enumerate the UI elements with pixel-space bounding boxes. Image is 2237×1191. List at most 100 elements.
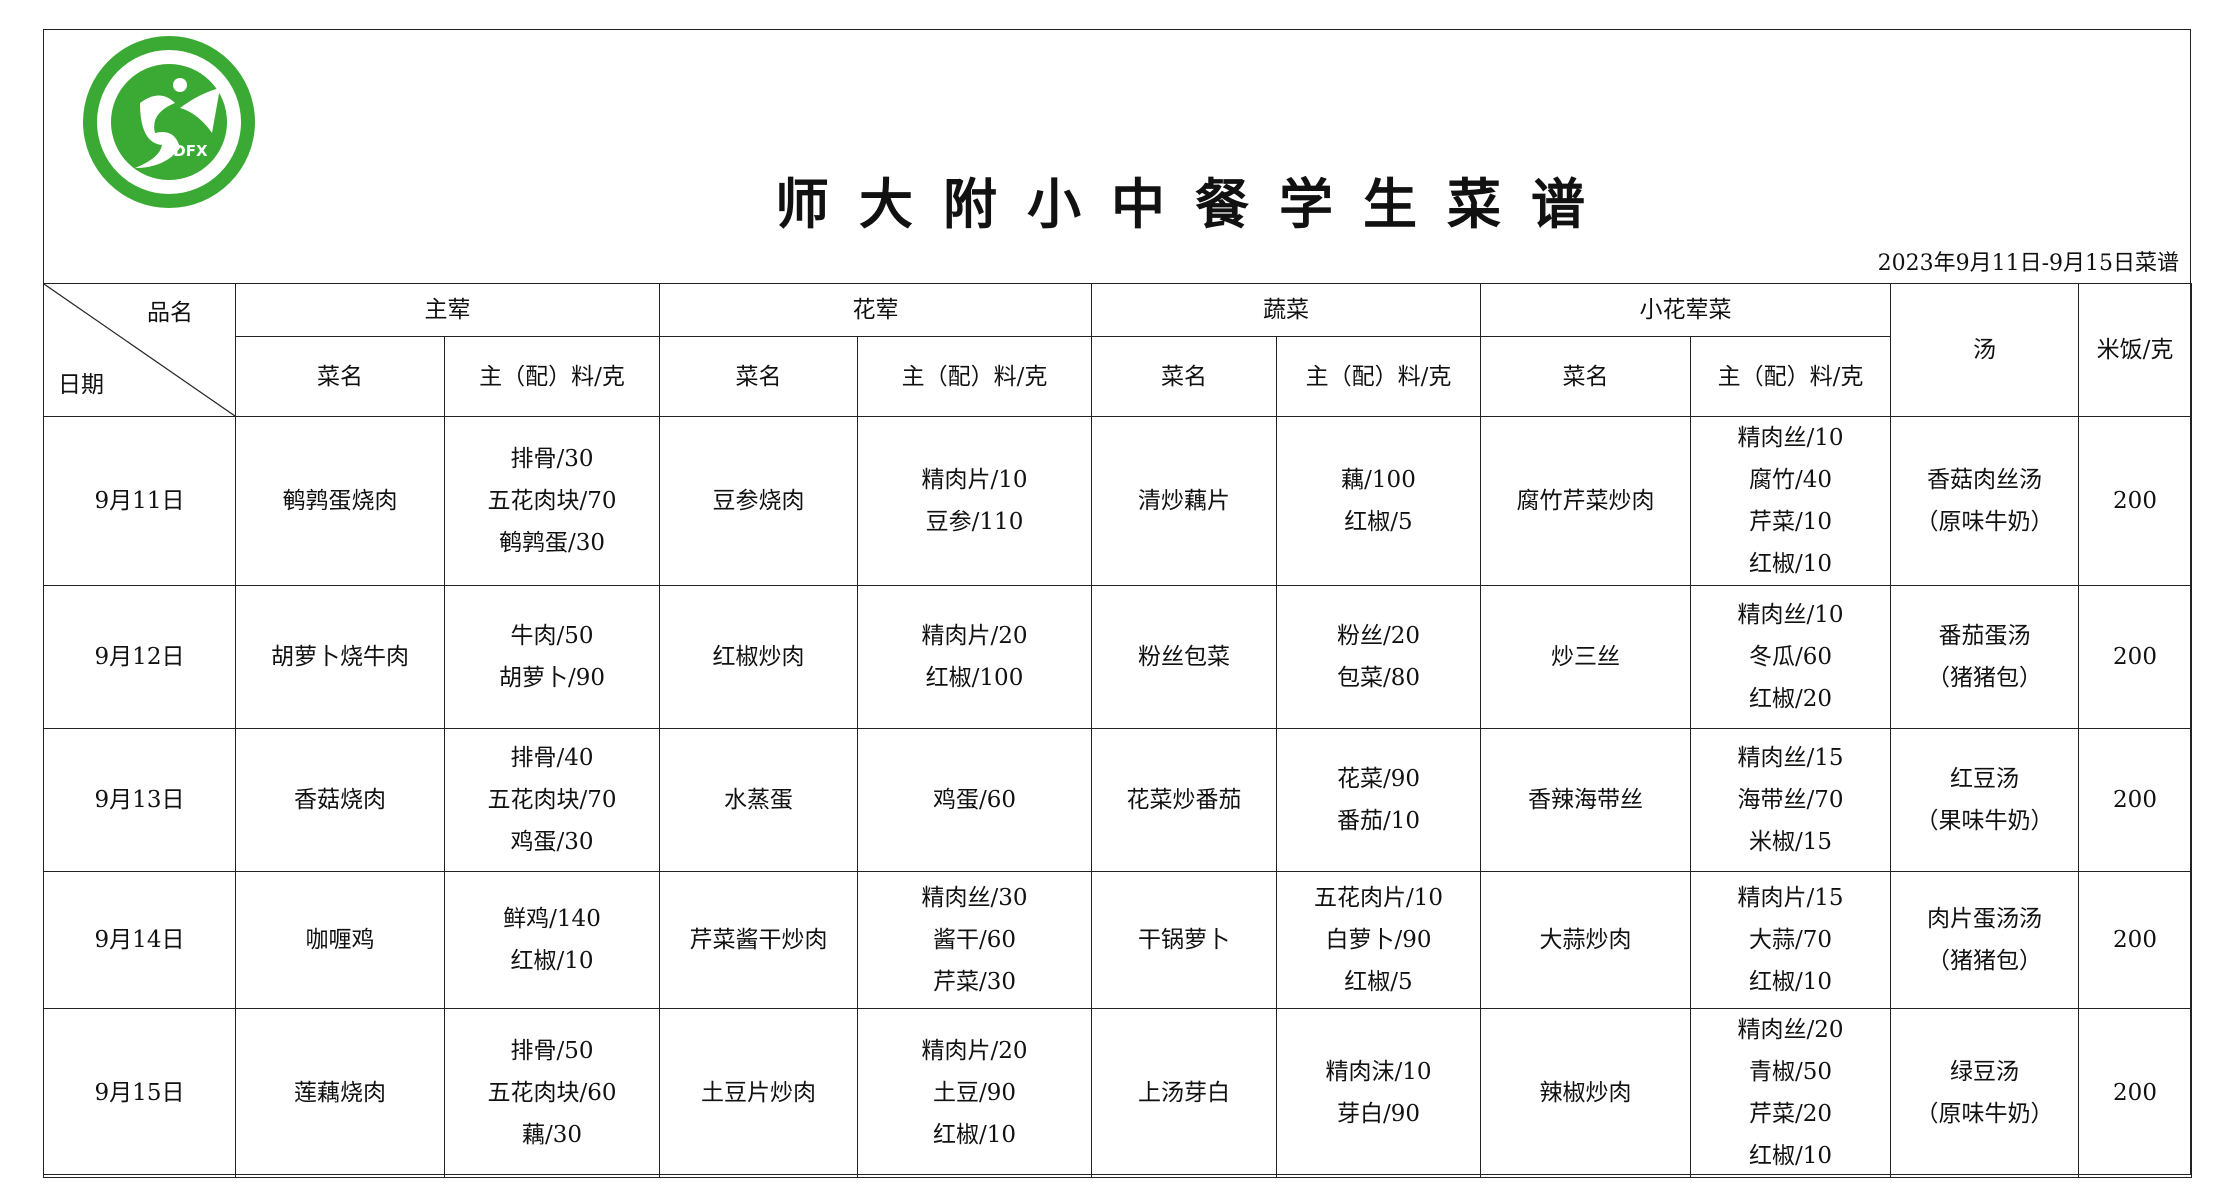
school-logo-icon: SDFX (83, 36, 255, 208)
ingredient-line: 排骨/30 (510, 446, 594, 472)
diagonal-divider (44, 284, 235, 416)
ingredients-cell: 粉丝/20 包菜/80 (1276, 585, 1481, 729)
rice-cell: 200 (2078, 728, 2192, 872)
ingredient-line: 五花肉块/70 (487, 488, 617, 514)
ingredients-cell: 精肉丝/10 冬瓜/60 红椒/20 (1690, 585, 1891, 729)
ingredients-cell: 精肉丝/10 腐竹/40 芹菜/10 红椒/10 (1690, 416, 1891, 586)
ingredient-line: 红椒/10 (932, 1122, 1016, 1148)
corner-date-label: 日期 (58, 372, 104, 398)
date-cell: 9月13日 (43, 728, 236, 872)
menu-date-range: 2023年9月11日-9月15日菜谱 (1877, 251, 2179, 276)
ingredient-line: 海带丝/70 (1737, 787, 1844, 813)
ingredient-line: 红椒/10 (1748, 969, 1832, 995)
ingredient-line: 红椒/5 (1344, 969, 1413, 995)
soup-cell: 绿豆汤 （原味牛奶） (1890, 1008, 2079, 1178)
soup-cell: 红豆汤 （果味牛奶） (1890, 728, 2079, 872)
soup-line: 番茄蛋汤 (1938, 623, 2031, 649)
ingredient-line: 藕/30 (521, 1122, 582, 1148)
ingredient-line: 鸡蛋/30 (510, 829, 594, 855)
page-title: 师大附小中餐学生菜谱 (775, 173, 1615, 236)
ingredient-line: 红椒/10 (510, 948, 594, 974)
ingredient-line: 冬瓜/60 (1748, 644, 1832, 670)
ingredient-line: 五花肉块/60 (487, 1080, 617, 1106)
dish-name-cell: 花菜炒番茄 (1091, 728, 1277, 872)
ingredient-line: 精肉丝/30 (921, 885, 1028, 911)
ingredients-cell: 精肉丝/15 海带丝/70 米椒/15 (1690, 728, 1891, 872)
ingredient-line: 五花肉片/10 (1313, 885, 1443, 911)
dish-name-cell: 香辣海带丝 (1480, 728, 1691, 872)
ingredients-cell: 五花肉片/10 白萝卜/90 红椒/5 (1276, 871, 1481, 1009)
rice-cell: 200 (2078, 871, 2192, 1009)
ingredients-cell: 牛肉/50 胡萝卜/90 (444, 585, 660, 729)
ingredient-line: 精肉片/20 (921, 623, 1028, 649)
ingredient-line: 芽白/90 (1336, 1101, 1420, 1127)
ingredients-header: 主（配）料/克 (1690, 336, 1891, 417)
soup-line: （原味牛奶） (1915, 1101, 2054, 1127)
dish-name-cell: 土豆片炒肉 (659, 1008, 858, 1178)
ingredient-line: 五花肉块/70 (487, 787, 617, 813)
soup-line: 肉片蛋汤汤 (1927, 906, 2042, 932)
rice-cell: 200 (2078, 1008, 2192, 1178)
ingredient-line: 精肉片/20 (921, 1038, 1028, 1064)
dish-name-header: 菜名 (235, 336, 445, 417)
ingredients-cell: 排骨/50 五花肉块/60 藕/30 (444, 1008, 660, 1178)
dish-name-cell: 豆参烧肉 (659, 416, 858, 586)
ingredient-line: 芹菜/20 (1748, 1101, 1832, 1127)
ingredient-line: 精肉片/10 (921, 467, 1028, 493)
ingredients-cell: 鲜鸡/140 红椒/10 (444, 871, 660, 1009)
ingredient-line: 鹌鹑蛋/30 (498, 530, 605, 556)
soup-line: 绿豆汤 (1950, 1059, 2019, 1085)
ingredients-cell: 鸡蛋/60 (857, 728, 1092, 872)
soup-line: （果味牛奶） (1915, 808, 2054, 834)
ingredient-line: 包菜/80 (1336, 665, 1420, 691)
ingredients-cell: 精肉丝/30 酱干/60 芹菜/30 (857, 871, 1092, 1009)
dish-name-cell: 香菇烧肉 (235, 728, 445, 872)
ingredient-line: 红椒/20 (1748, 686, 1832, 712)
ingredient-line: 精肉片/15 (1737, 885, 1844, 911)
ingredients-cell: 精肉片/20 红椒/100 (857, 585, 1092, 729)
ingredients-cell: 精肉片/15 大蒜/70 红椒/10 (1690, 871, 1891, 1009)
ingredients-header: 主（配）料/克 (1276, 336, 1481, 417)
ingredient-line: 米椒/15 (1748, 829, 1832, 855)
ingredients-cell: 排骨/40 五花肉块/70 鸡蛋/30 (444, 728, 660, 872)
ingredient-line: 芹菜/10 (1748, 509, 1832, 535)
dish-name-header: 菜名 (659, 336, 858, 417)
ingredient-line: 芹菜/30 (932, 969, 1016, 995)
menu-row: 9月13日 香菇烧肉 排骨/40 五花肉块/70 鸡蛋/30 水蒸蛋 鸡蛋/60 花菜炒番茄花… (43, 728, 2192, 872)
dish-name-cell: 咖喱鸡 (235, 871, 445, 1009)
dish-name-cell: 芹菜酱干炒肉 (659, 871, 858, 1009)
dish-name-cell: 腐竹芹菜炒肉 (1480, 416, 1691, 586)
ingredient-line: 精肉丝/10 (1737, 602, 1844, 628)
group-header-mixed-meat: 花荤 (659, 283, 1092, 337)
ingredients-header: 主（配）料/克 (857, 336, 1092, 417)
dish-name-cell: 清炒藕片 (1091, 416, 1277, 586)
date-cell: 9月15日 (43, 1008, 236, 1178)
ingredient-line: 精肉沫/10 (1325, 1059, 1432, 1085)
ingredients-cell: 精肉沫/10 芽白/90 (1276, 1008, 1481, 1178)
ingredient-line: 番茄/10 (1336, 808, 1420, 834)
dish-name-cell: 大蒜炒肉 (1480, 871, 1691, 1009)
ingredient-line: 鲜鸡/140 (503, 906, 601, 932)
dish-name-cell: 水蒸蛋 (659, 728, 858, 872)
soup-line: （原味牛奶） (1915, 509, 2054, 535)
soup-line: 香菇肉丝汤 (1927, 467, 2042, 493)
group-header-small-mixed: 小花荤菜 (1480, 283, 1891, 337)
menu-row: 9月11日 鹌鹑蛋烧肉 排骨/30 五花肉块/70 鹌鹑蛋/30 豆参烧肉 精肉片/10 豆参… (43, 416, 2192, 586)
ingredient-line: 白萝卜/90 (1325, 927, 1432, 953)
dish-name-cell: 鹌鹑蛋烧肉 (235, 416, 445, 586)
ingredient-line: 精肉丝/10 (1737, 425, 1844, 451)
ingredient-line: 红椒/10 (1748, 1143, 1832, 1169)
ingredient-line: 精肉丝/20 (1737, 1017, 1844, 1043)
dish-name-cell: 干锅萝卜 (1091, 871, 1277, 1009)
ingredient-line: 红椒/5 (1344, 509, 1413, 535)
dish-name-cell: 莲藕烧肉 (235, 1008, 445, 1178)
date-cell: 9月12日 (43, 585, 236, 729)
menu-row: 9月12日 胡萝卜烧牛肉 牛肉/50 胡萝卜/90 红椒炒肉 精肉片/20 红椒/100 粉丝… (43, 585, 2192, 729)
soup-cell: 香菇肉丝汤 （原味牛奶） (1890, 416, 2079, 586)
rice-cell: 200 (2078, 416, 2192, 586)
ingredient-line: 排骨/50 (510, 1038, 594, 1064)
ingredient-line: 牛肉/50 (510, 623, 594, 649)
soup-line: （猪猪包） (1927, 948, 2042, 974)
menu-row: 9月14日 咖喱鸡 鲜鸡/140 红椒/10 芹菜酱干炒肉 精肉丝/30 酱干/60 芹菜/3… (43, 871, 2192, 1009)
dish-name-cell: 红椒炒肉 (659, 585, 858, 729)
